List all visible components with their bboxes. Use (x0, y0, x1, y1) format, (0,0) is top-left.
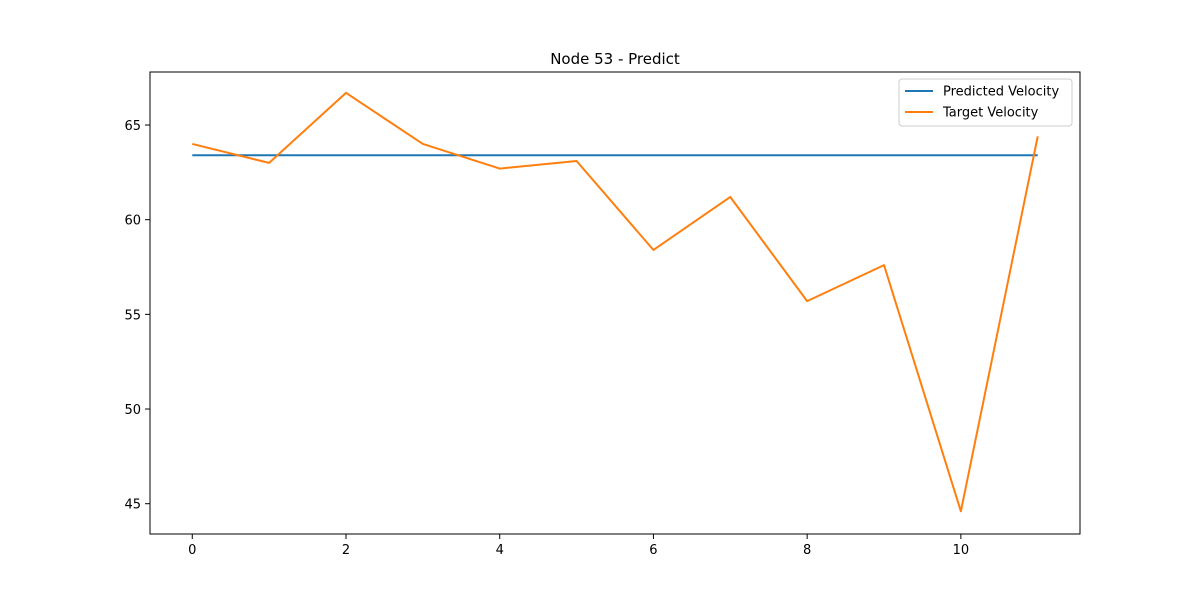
x-tick-label: 4 (496, 543, 504, 558)
x-tick-label: 8 (803, 543, 811, 558)
legend: Predicted Velocity Target Velocity (898, 78, 1073, 127)
y-tick-label: 65 (124, 119, 141, 134)
y-tick-label: 60 (124, 214, 141, 229)
x-tick-label: 10 (953, 543, 970, 558)
series-line-target-velocity (192, 91, 1039, 513)
x-tick-label: 0 (188, 543, 196, 558)
y-tick-label: 50 (124, 403, 141, 418)
series-layer (192, 91, 1039, 513)
legend-box (898, 78, 1073, 127)
chart-title: Node 53 - Predict (550, 50, 680, 68)
axes-layer: 0 2 4 6 8 10 45 50 55 60 65 (124, 119, 969, 558)
y-tick-label: 55 (124, 308, 141, 323)
x-tick-label: 6 (649, 543, 657, 558)
x-tick-label: 2 (342, 543, 350, 558)
legend-label: Predicted Velocity (943, 85, 1059, 100)
y-tick-label: 45 (124, 498, 141, 513)
plot-area-frame (149, 71, 1081, 535)
legend-label: Target Velocity (942, 106, 1039, 121)
